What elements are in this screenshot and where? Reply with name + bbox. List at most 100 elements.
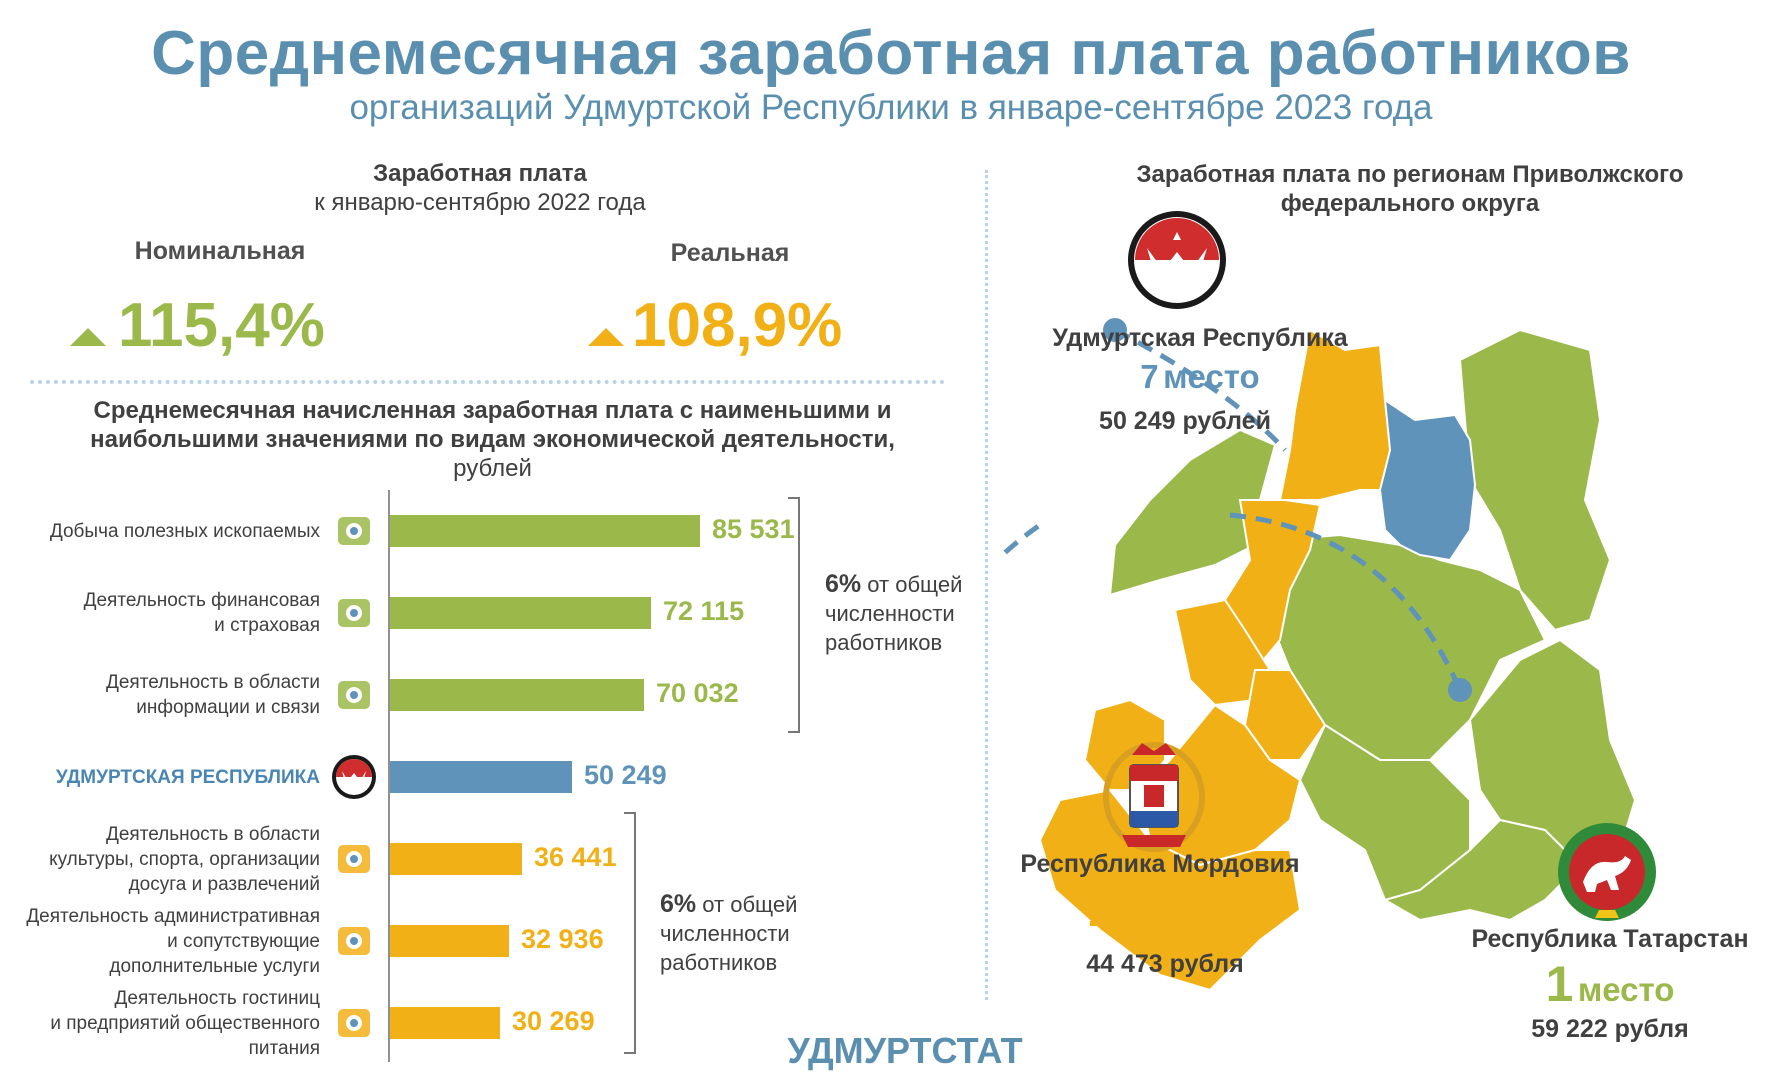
bottom-group-share-text1: от общей (702, 892, 798, 917)
region-bashkortostan (1468, 638, 1637, 862)
top-group-share-text3: работников (825, 630, 943, 655)
horizontal-divider (30, 380, 945, 384)
top-group-share-pct: 6% (825, 570, 862, 598)
real-value: 108,9% (632, 291, 843, 360)
nominal-value: 115,4% (118, 291, 325, 360)
udmurtia-emblem-icon (1128, 211, 1226, 309)
activity-bar-value: 32 936 (521, 924, 604, 954)
growth-subtitle: к январю-сентябрю 2022 года (314, 189, 646, 216)
category-label-line: информации и связи (136, 697, 320, 718)
up-triangle-icon (70, 328, 106, 346)
page-subtitle: организаций Удмуртской Республики в янва… (349, 88, 1433, 127)
tatarstan-place: 1 место (1490, 955, 1730, 1013)
activity-bar (390, 761, 572, 793)
top-group-bracket (788, 497, 800, 733)
bottom-group-share-text2: численности (660, 921, 790, 946)
regions-title-line2: федерального округа (1280, 190, 1540, 217)
udmurtia-connector-dot (1103, 318, 1127, 342)
growth-title: Заработная плата (373, 160, 587, 187)
tatarstan-place-word: место (1577, 971, 1675, 1008)
tatarstan-place-num: 1 (1545, 956, 1574, 1012)
category-label-line: дополнительные услуги (109, 955, 320, 977)
category-label-line: Деятельность в области (105, 672, 320, 693)
mordovia-place: 14 место (1035, 880, 1295, 938)
udmurtia-connector (1113, 327, 1287, 452)
category-label-line: Деятельность финансовая (83, 590, 320, 611)
category-label-line: досуга и развлечений (128, 873, 320, 895)
category-label-line: и предприятий общественного (50, 1012, 320, 1034)
bottom-group-share-text3: работников (660, 950, 778, 975)
region-north-west (1108, 428, 1277, 597)
tickets-icon (330, 835, 378, 883)
volga-district-map (1000, 318, 1637, 992)
vertical-divider (985, 170, 988, 1000)
tatarstan-connector (1229, 512, 1463, 692)
activity-bar (390, 597, 651, 629)
category-label-line: культуры, спорта, организации (49, 848, 320, 870)
region-udmurtia (1378, 397, 1477, 562)
category-label-line: УДМУРТСКАЯ РЕСПУБЛИКА (55, 766, 320, 788)
top-group-share-text1: от общей (867, 572, 963, 597)
mordovia-connector (1000, 522, 1042, 561)
activities-title-line2: наибольшими значениями по видам экономич… (90, 426, 895, 453)
activity-bar-value: 85 531 (712, 514, 795, 544)
udmurtia-place-word: место (1163, 358, 1260, 395)
mordovia-salary: 44 473 рубля (1086, 950, 1244, 978)
category-label: Деятельность гостиниц и предприятий общес… (0, 986, 320, 1061)
category-label-line: Деятельность административная (26, 905, 320, 927)
tatarstan-emblem-icon (1558, 823, 1656, 921)
activity-bar (390, 843, 522, 875)
mordovia-emblem-icon (1103, 742, 1205, 852)
tatarstan-name: Республика Татарстан (1471, 925, 1749, 953)
mordovia-place-word: место (1146, 896, 1244, 933)
mordovia-place-num: 14 (1086, 881, 1143, 937)
category-label-line: Деятельность гостиниц (114, 987, 320, 1009)
category-label-line: Добыча полезных ископаемых (49, 520, 320, 542)
category-label-line: питания (248, 1037, 320, 1059)
page-title: Среднемесячная заработная плата работник… (151, 19, 1631, 88)
mordovia-name: Республика Мордовия (1020, 850, 1300, 878)
activities-title-line1: Среднемесячная начисленная заработная пл… (93, 397, 892, 424)
regions-title-line1: Заработная плата по регионам Приволжског… (1136, 161, 1684, 188)
real-label: Реальная (670, 239, 790, 267)
up-triangle-icon (588, 328, 624, 346)
activity-bar (390, 679, 644, 711)
category-label: Деятельность финансовая и страховая (0, 588, 320, 638)
activity-bar-value: 30 269 (512, 1006, 595, 1036)
activities-unit: рублей (453, 455, 532, 482)
activity-bar (390, 925, 509, 957)
tatarstan-salary: 59 222 рубля (1531, 1015, 1689, 1043)
udmurtia-name: Удмуртская Республика (1052, 324, 1348, 352)
udmurtia-place-num: 7 (1140, 358, 1159, 395)
category-label: Деятельность административная и сопутству… (0, 904, 320, 979)
finance-coins-icon (330, 589, 378, 637)
udmurtia-place: 7 место (1085, 358, 1315, 396)
activity-bar-value: 72 115 (663, 596, 745, 626)
udmurtia-emblem-icon (330, 753, 378, 801)
telephone-email-icon (330, 671, 378, 719)
tatarstan-connector-dot (1448, 678, 1472, 702)
activity-bar (390, 1007, 500, 1039)
activity-bar-value: 50 249 (584, 760, 667, 790)
nominal-label: Номинальная (134, 237, 306, 265)
category-label: Деятельность в области информации и связи (0, 670, 320, 720)
udmurtia-salary: 50 249 рублей (1099, 407, 1271, 435)
bottom-group-bracket (624, 812, 636, 1054)
office-building-icon (330, 917, 378, 965)
activity-bar (390, 515, 700, 547)
region-north-east (1458, 328, 1612, 632)
region-nizhny (1223, 499, 1322, 672)
category-label-line: и страховая (214, 615, 320, 636)
category-label: Добыча полезных ископаемых (0, 519, 320, 544)
category-label: Деятельность в области культуры, спорта, … (0, 822, 320, 897)
food-dish-icon (330, 999, 378, 1047)
activity-bar-value: 36 441 (534, 842, 617, 872)
activity-bar-value: 70 032 (656, 678, 739, 708)
category-label: УДМУРТСКАЯ РЕСПУБЛИКА (0, 765, 320, 790)
top-group-share: 6% от общей численности работников (825, 570, 962, 657)
source-label: УДМУРТСТАТ (787, 1030, 1023, 1071)
bottom-group-share-pct: 6% (660, 890, 697, 918)
top-group-share-text2: численности (825, 601, 955, 626)
category-label-line: и сопутствующие (167, 930, 320, 952)
category-label-line: Деятельность в области (105, 823, 320, 845)
